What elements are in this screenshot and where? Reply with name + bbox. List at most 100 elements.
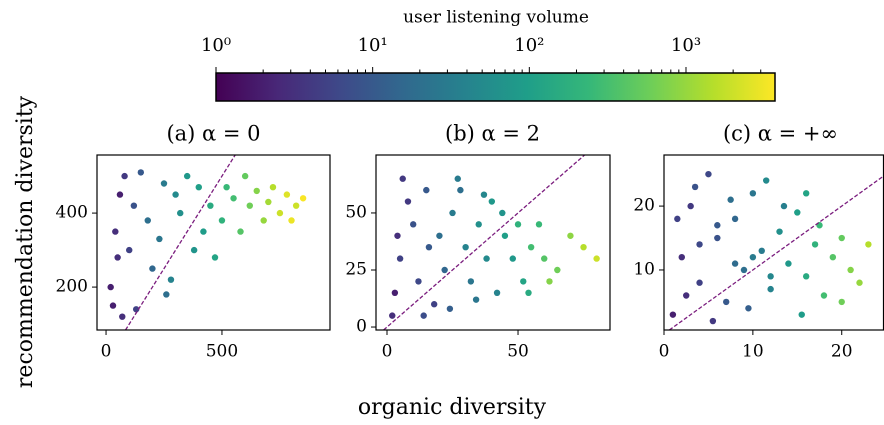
point	[420, 312, 427, 319]
point	[696, 279, 703, 286]
point	[567, 232, 574, 239]
y-tick-label: 50	[345, 202, 367, 222]
point	[211, 254, 219, 261]
plot-area	[383, 155, 600, 330]
point	[669, 311, 677, 318]
colorbar-label: user listening volume	[403, 8, 589, 28]
colorbar-tick-label: 10⁰	[201, 35, 231, 56]
point	[483, 255, 490, 262]
point	[246, 202, 253, 209]
point	[535, 221, 543, 228]
diagonal-line	[124, 155, 236, 330]
point	[389, 312, 396, 319]
point	[207, 202, 214, 209]
point	[762, 177, 770, 184]
point	[283, 191, 291, 198]
x-axis-label: organic diversity	[358, 395, 547, 420]
point	[593, 255, 600, 262]
point	[798, 311, 805, 318]
point	[449, 209, 456, 217]
point	[714, 234, 721, 242]
point	[472, 296, 480, 303]
point	[767, 285, 774, 293]
colorbar	[215, 72, 776, 102]
point	[160, 180, 168, 187]
point	[423, 186, 430, 194]
point	[163, 291, 170, 298]
point	[501, 232, 509, 239]
point	[723, 298, 730, 306]
point	[785, 260, 792, 267]
point	[114, 254, 121, 261]
point	[177, 209, 184, 217]
colorbar-tick-label: 10¹	[358, 35, 388, 56]
colorbar-tick-label: 10²	[514, 35, 544, 56]
point	[802, 273, 810, 280]
point	[541, 255, 548, 262]
point	[112, 228, 119, 235]
point	[237, 228, 244, 235]
y-tick-label: 400	[56, 203, 88, 223]
point	[441, 266, 448, 274]
point	[299, 195, 307, 202]
point	[121, 172, 128, 180]
point	[705, 170, 712, 178]
x-tick-label: 20	[831, 342, 853, 362]
panel-title: (b) α = 2	[445, 122, 540, 146]
point	[454, 175, 461, 182]
point	[436, 232, 443, 239]
point	[415, 278, 422, 285]
y-tick-label: 20	[633, 196, 655, 216]
x-tick-label: 50	[507, 342, 529, 362]
point	[457, 186, 464, 194]
point	[475, 221, 482, 228]
point	[195, 183, 202, 191]
point	[156, 235, 163, 243]
point	[514, 221, 522, 228]
point	[276, 209, 284, 217]
point	[780, 202, 788, 210]
point	[223, 183, 230, 191]
point	[865, 241, 872, 248]
x-tick-label: 10	[742, 342, 764, 362]
point	[709, 317, 717, 325]
point	[394, 232, 401, 239]
point	[493, 289, 501, 297]
point	[480, 191, 488, 198]
point	[269, 183, 277, 191]
point	[137, 169, 145, 176]
point	[520, 278, 527, 285]
point	[130, 202, 138, 209]
point	[499, 209, 506, 217]
point	[149, 265, 156, 272]
point	[260, 217, 267, 224]
y-axis-label: recommendation diversity	[13, 95, 38, 388]
point	[674, 215, 681, 223]
plot-area	[107, 155, 307, 330]
point	[446, 305, 454, 312]
point	[467, 278, 475, 285]
point	[847, 266, 854, 274]
point	[410, 221, 417, 228]
y-tick-label: 25	[345, 259, 367, 279]
y-tick-label: 0	[356, 317, 367, 337]
point	[183, 172, 191, 180]
point	[696, 241, 703, 248]
point	[727, 196, 734, 203]
x-tick-label: 0	[659, 342, 670, 362]
axes-frame	[375, 154, 611, 331]
point	[687, 202, 694, 210]
point	[580, 243, 587, 251]
point	[758, 247, 765, 255]
axes-frame	[96, 154, 331, 331]
point	[714, 222, 721, 229]
point	[230, 195, 237, 202]
point	[776, 228, 783, 235]
point	[132, 306, 140, 313]
point	[218, 217, 226, 224]
point	[241, 172, 249, 180]
point	[749, 253, 757, 261]
y-tick-label: 10	[633, 259, 655, 279]
point	[749, 190, 757, 197]
point	[200, 228, 207, 235]
